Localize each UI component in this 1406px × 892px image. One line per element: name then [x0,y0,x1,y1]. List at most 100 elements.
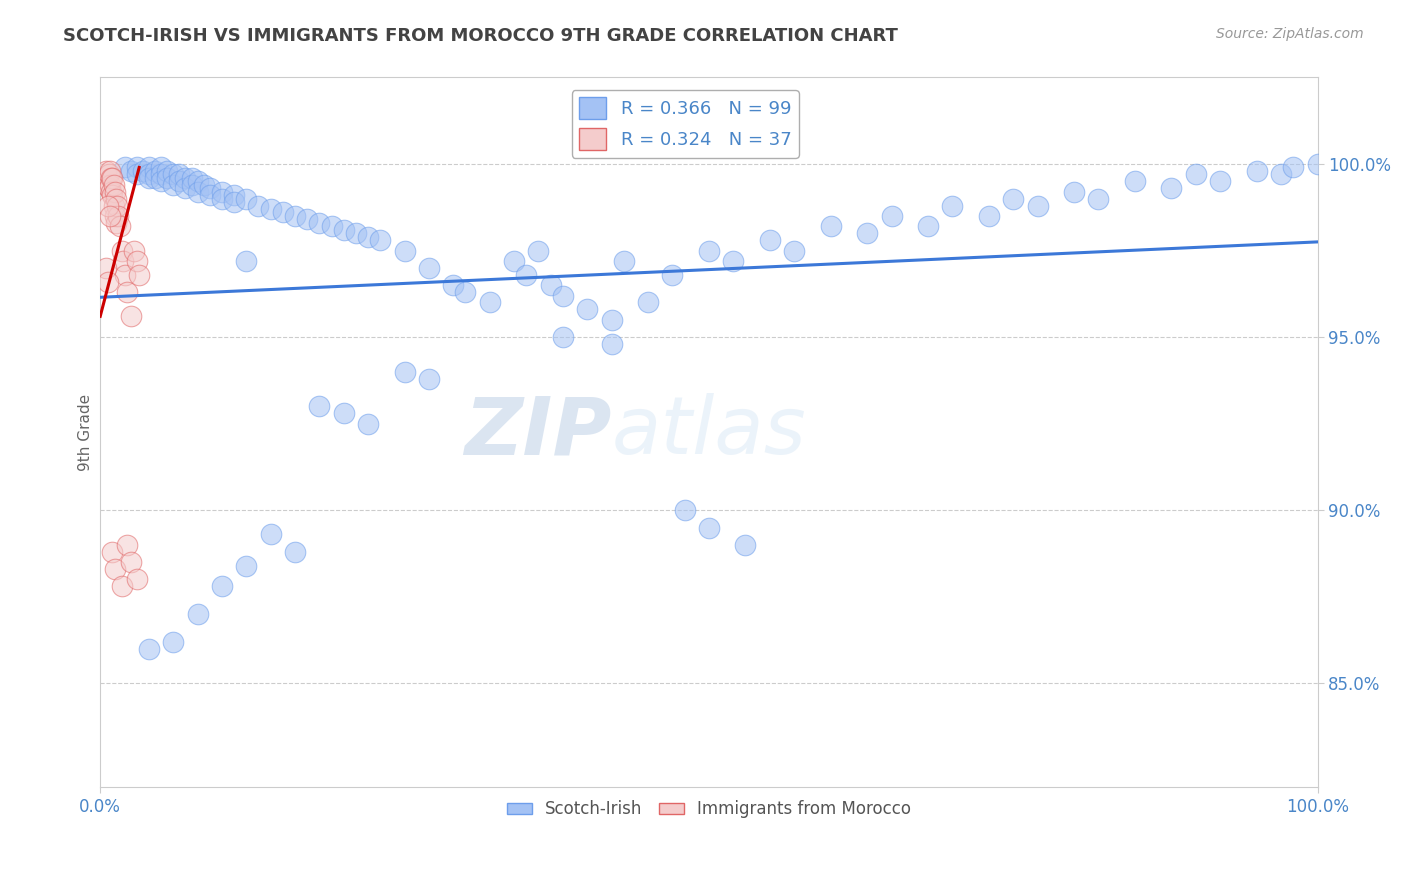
Point [637,295,659,310]
Point [101,170,124,185]
Point [104,185,127,199]
Point [503,254,526,268]
Point [114,161,136,175]
Point [96,275,118,289]
Point [661,268,683,282]
Point [114,268,136,282]
Text: Source: ZipAtlas.com: Source: ZipAtlas.com [1216,27,1364,41]
Point [96,198,118,212]
Point [1270,167,1292,181]
Point [120,310,142,324]
Point [295,212,318,227]
Point [111,244,134,258]
Point [143,164,166,178]
Point [551,330,574,344]
Point [941,198,963,212]
Point [211,185,233,199]
Point [1185,167,1208,181]
Point [235,192,257,206]
Point [1063,185,1085,199]
Point [235,254,257,268]
Point [100,185,122,199]
Point [162,167,184,181]
Point [105,192,128,206]
Point [271,205,294,219]
Point [880,209,903,223]
Point [1160,181,1182,195]
Point [103,198,125,212]
Point [98,178,121,192]
Point [187,174,209,188]
Point [162,178,184,192]
Point [138,167,160,181]
Point [138,161,160,175]
Point [1306,157,1329,171]
Point [820,219,842,234]
Point [101,545,124,559]
Point [198,181,221,195]
Point [308,400,330,414]
Point [1209,174,1232,188]
Point [1246,164,1268,178]
Point [357,229,380,244]
Point [101,188,124,202]
Point [394,365,416,379]
Point [156,164,179,178]
Point [180,170,202,185]
Point [180,178,202,192]
Point [321,219,343,234]
Point [103,178,125,192]
Y-axis label: 9th Grade: 9th Grade [79,393,93,471]
Point [515,268,537,282]
Point [105,198,128,212]
Point [284,209,307,223]
Point [332,406,354,420]
Point [454,285,477,299]
Point [600,337,623,351]
Point [527,244,550,258]
Point [124,244,146,258]
Point [98,209,121,223]
Point [150,167,173,181]
Point [576,302,599,317]
Point [1002,192,1025,206]
Point [98,164,121,178]
Point [107,209,129,223]
Point [856,226,879,240]
Point [96,164,118,178]
Point [150,161,173,175]
Point [332,223,354,237]
Point [394,244,416,258]
Point [169,174,191,188]
Point [150,174,173,188]
Legend: Scotch-Irish, Immigrants from Morocco: Scotch-Irish, Immigrants from Morocco [501,794,918,825]
Point [697,244,720,258]
Point [600,313,623,327]
Point [115,538,138,552]
Point [259,527,281,541]
Point [235,558,257,573]
Point [97,181,120,195]
Point [540,278,562,293]
Point [308,216,330,230]
Point [112,254,135,268]
Point [1087,192,1109,206]
Point [551,288,574,302]
Point [138,170,160,185]
Point [357,417,380,431]
Point [723,254,745,268]
Point [259,202,281,216]
Point [169,167,191,181]
Point [125,161,148,175]
Point [441,278,464,293]
Point [105,216,128,230]
Text: SCOTCH-IRISH VS IMMIGRANTS FROM MOROCCO 9TH GRADE CORRELATION CHART: SCOTCH-IRISH VS IMMIGRANTS FROM MOROCCO … [63,27,898,45]
Point [247,198,270,212]
Point [758,233,780,247]
Point [104,209,127,223]
Point [734,538,756,552]
Point [613,254,636,268]
Point [156,170,179,185]
Point [224,188,246,202]
Point [96,260,118,275]
